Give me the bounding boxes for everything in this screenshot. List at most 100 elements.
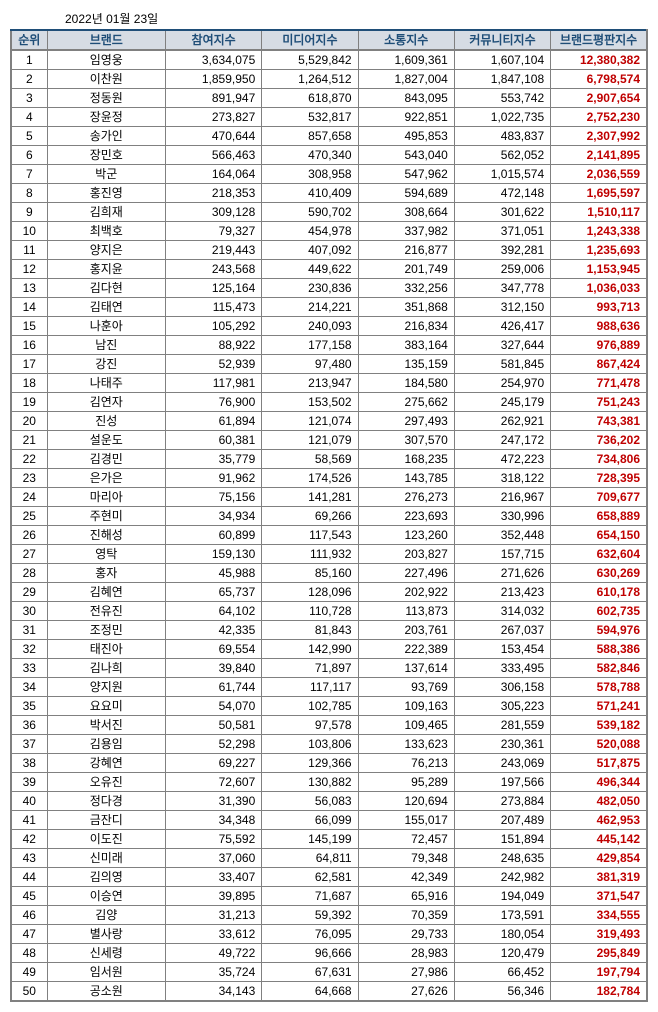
cell-value: 267,037 (454, 621, 550, 640)
cell-value: 52,939 (165, 355, 261, 374)
cell-value: 34,143 (165, 982, 261, 1002)
cell-value: 143,785 (358, 469, 454, 488)
cell-value: 203,761 (358, 621, 454, 640)
col-brand: 브랜드 (47, 30, 165, 50)
cell-value: 29,733 (358, 925, 454, 944)
cell-total: 295,849 (551, 944, 647, 963)
cell-brand: 김연자 (47, 393, 165, 412)
cell-rank: 45 (11, 887, 47, 906)
cell-total: 602,735 (551, 602, 647, 621)
cell-value: 153,454 (454, 640, 550, 659)
cell-value: 618,870 (262, 89, 358, 108)
table-row: 30전유진64,102110,728113,873314,032602,735 (11, 602, 647, 621)
table-row: 12홍지윤243,568449,622201,749259,0061,153,9… (11, 260, 647, 279)
table-row: 22김경민35,77958,569168,235472,223734,806 (11, 450, 647, 469)
cell-value: 330,996 (454, 507, 550, 526)
cell-rank: 17 (11, 355, 47, 374)
cell-value: 79,327 (165, 222, 261, 241)
cell-total: 751,243 (551, 393, 647, 412)
cell-value: 243,069 (454, 754, 550, 773)
cell-value: 35,779 (165, 450, 261, 469)
table-row: 33김나희39,84071,897137,614333,495582,846 (11, 659, 647, 678)
cell-total: 319,493 (551, 925, 647, 944)
cell-value: 184,580 (358, 374, 454, 393)
cell-value: 142,990 (262, 640, 358, 659)
cell-brand: 조정민 (47, 621, 165, 640)
cell-brand: 진해성 (47, 526, 165, 545)
cell-rank: 19 (11, 393, 47, 412)
cell-value: 922,851 (358, 108, 454, 127)
table-row: 25주현미34,93469,266223,693330,996658,889 (11, 507, 647, 526)
ranking-table: 순위 브랜드 참여지수 미디어지수 소통지수 커뮤니티지수 브랜드평판지수 1임… (10, 29, 648, 1002)
cell-value: 33,612 (165, 925, 261, 944)
cell-value: 223,693 (358, 507, 454, 526)
cell-brand: 이승연 (47, 887, 165, 906)
cell-value: 259,006 (454, 260, 550, 279)
cell-total: 496,344 (551, 773, 647, 792)
cell-brand: 신세령 (47, 944, 165, 963)
cell-value: 337,982 (358, 222, 454, 241)
cell-total: 371,547 (551, 887, 647, 906)
cell-value: 207,489 (454, 811, 550, 830)
cell-rank: 30 (11, 602, 47, 621)
cell-value: 243,568 (165, 260, 261, 279)
cell-value: 271,626 (454, 564, 550, 583)
table-row: 31조정민42,33581,843203,761267,037594,976 (11, 621, 647, 640)
cell-value: 97,578 (262, 716, 358, 735)
cell-value: 121,074 (262, 412, 358, 431)
cell-value: 392,281 (454, 241, 550, 260)
cell-value: 332,256 (358, 279, 454, 298)
cell-value: 216,834 (358, 317, 454, 336)
cell-brand: 장민호 (47, 146, 165, 165)
cell-value: 410,409 (262, 184, 358, 203)
col-community: 커뮤니티지수 (454, 30, 550, 50)
cell-value: 117,543 (262, 526, 358, 545)
cell-value: 151,894 (454, 830, 550, 849)
col-media: 미디어지수 (262, 30, 358, 50)
cell-value: 95,289 (358, 773, 454, 792)
table-row: 39오유진72,607130,88295,289197,566496,344 (11, 773, 647, 792)
cell-value: 39,840 (165, 659, 261, 678)
cell-total: 197,794 (551, 963, 647, 982)
cell-value: 97,480 (262, 355, 358, 374)
table-row: 14김태연115,473214,221351,868312,150993,713 (11, 298, 647, 317)
cell-total: 578,788 (551, 678, 647, 697)
cell-value: 180,054 (454, 925, 550, 944)
cell-brand: 요요미 (47, 697, 165, 716)
cell-rank: 27 (11, 545, 47, 564)
cell-value: 454,978 (262, 222, 358, 241)
cell-brand: 정동원 (47, 89, 165, 108)
cell-value: 62,581 (262, 868, 358, 887)
cell-value: 31,390 (165, 792, 261, 811)
cell-value: 495,853 (358, 127, 454, 146)
cell-value: 96,666 (262, 944, 358, 963)
cell-brand: 장윤정 (47, 108, 165, 127)
table-row: 13김다현125,164230,836332,256347,7781,036,0… (11, 279, 647, 298)
cell-rank: 11 (11, 241, 47, 260)
cell-rank: 42 (11, 830, 47, 849)
cell-value: 64,102 (165, 602, 261, 621)
table-row: 24마리아75,156141,281276,273216,967709,677 (11, 488, 647, 507)
cell-rank: 50 (11, 982, 47, 1002)
cell-rank: 9 (11, 203, 47, 222)
cell-value: 31,213 (165, 906, 261, 925)
cell-brand: 나태주 (47, 374, 165, 393)
cell-value: 197,566 (454, 773, 550, 792)
cell-total: 539,182 (551, 716, 647, 735)
cell-value: 61,894 (165, 412, 261, 431)
col-communication: 소통지수 (358, 30, 454, 50)
cell-total: 867,424 (551, 355, 647, 374)
table-row: 2이찬원1,859,9501,264,5121,827,0041,847,108… (11, 70, 647, 89)
cell-value: 1,015,574 (454, 165, 550, 184)
table-row: 38강혜연69,227129,36676,213243,069517,875 (11, 754, 647, 773)
cell-value: 470,340 (262, 146, 358, 165)
cell-rank: 40 (11, 792, 47, 811)
cell-total: 610,178 (551, 583, 647, 602)
cell-total: 1,510,117 (551, 203, 647, 222)
cell-brand: 김나희 (47, 659, 165, 678)
cell-value: 1,022,735 (454, 108, 550, 127)
cell-value: 28,983 (358, 944, 454, 963)
cell-value: 145,199 (262, 830, 358, 849)
cell-value: 58,569 (262, 450, 358, 469)
cell-total: 517,875 (551, 754, 647, 773)
